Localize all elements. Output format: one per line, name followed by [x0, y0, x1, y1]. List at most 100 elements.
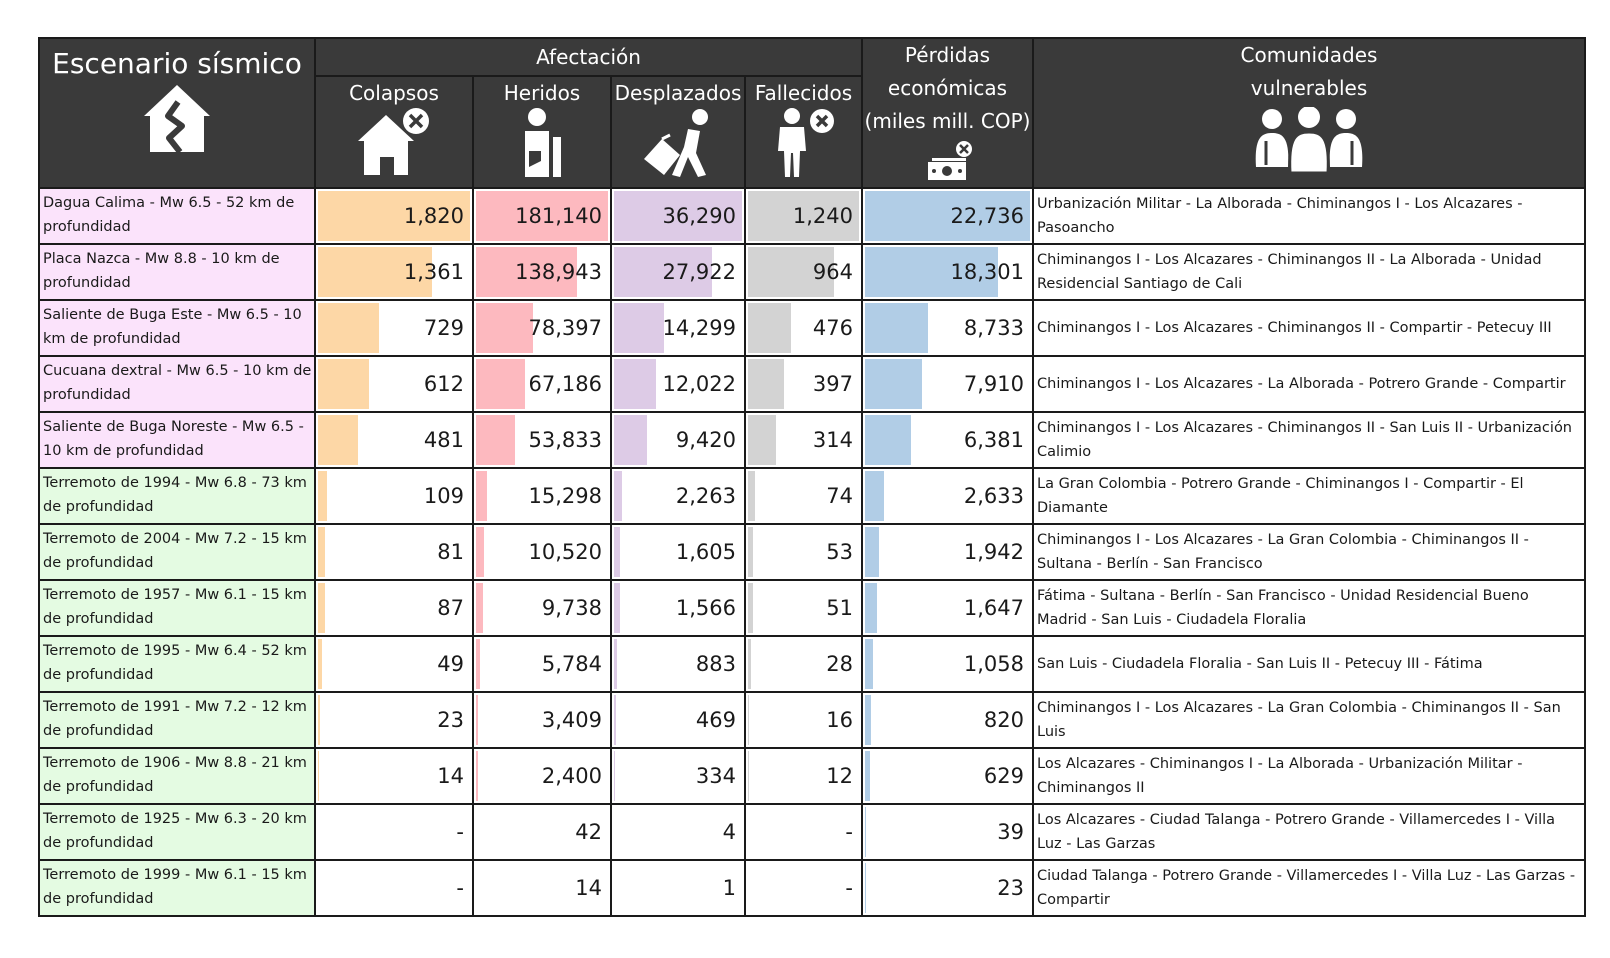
heridos-value: 53,833	[528, 428, 602, 452]
fallecidos-value: 51	[826, 596, 853, 620]
table-row: Cucuana dextral - Mw 6.5 - 10 km de prof…	[38, 355, 1586, 413]
colapsos-value: 14	[437, 764, 464, 788]
fallecidos-cell: 53	[744, 523, 863, 581]
desplazados-cell: 36,290	[610, 187, 746, 245]
fallecidos-value: 314	[812, 428, 853, 452]
desplazados-value: 36,290	[662, 204, 736, 228]
scenario-name: Cucuana dextral - Mw 6.5 - 10 km de prof…	[38, 355, 316, 413]
desplazados-cell: 2,263	[610, 467, 746, 525]
fallecidos-cell: 397	[744, 355, 863, 413]
perdidas-bar	[865, 695, 871, 745]
perdidas-bar	[865, 527, 880, 577]
perdidas-cell: 6,381	[861, 411, 1034, 469]
fallecidos-bar	[748, 191, 859, 241]
losses-header-line-3: (miles mill. COP)	[864, 109, 1031, 133]
fallecidos-header-label: Fallecidos	[754, 81, 853, 105]
perdidas-cell: 39	[861, 803, 1034, 861]
heridos-value: 78,397	[528, 316, 602, 340]
desplazados-bar	[614, 583, 620, 633]
desplazados-cell: 9,420	[610, 411, 746, 469]
desplazados-bar	[614, 191, 742, 241]
perdidas-value: 1,942	[963, 540, 1024, 564]
heridos-cell: 3,409	[472, 691, 612, 749]
scenario-name: Terremoto de 1999 - Mw 6.1 - 15 km de pr…	[38, 859, 316, 917]
desplazados-value: 4	[722, 820, 736, 844]
desplazados-header: Desplazados	[610, 75, 746, 189]
fallecidos-value: -	[845, 820, 853, 844]
heridos-bar	[476, 751, 478, 801]
colapsos-header: Colapsos	[314, 75, 474, 189]
scenario-name: Dagua Calima - Mw 6.5 - 52 km de profund…	[38, 187, 316, 245]
colapsos-cell: 481	[314, 411, 474, 469]
scenario-name: Terremoto de 1991 - Mw 7.2 - 12 km de pr…	[38, 691, 316, 749]
desplazados-value: 2,263	[675, 484, 736, 508]
desplazados-bar	[614, 695, 616, 745]
perdidas-bar	[865, 247, 998, 297]
desplazados-value: 12,022	[662, 372, 736, 396]
perdidas-cell: 1,647	[861, 579, 1034, 637]
heridos-value: 42	[575, 820, 602, 844]
communities-cell: Ciudad Talanga - Potrero Grande - Villam…	[1032, 859, 1586, 917]
table-row: Terremoto de 1991 - Mw 7.2 - 12 km de pr…	[38, 691, 1586, 749]
colapsos-value: 87	[437, 596, 464, 620]
heridos-bar	[476, 527, 484, 577]
colapsos-value: 49	[437, 652, 464, 676]
heridos-value: 67,186	[528, 372, 602, 396]
communities-cell: Chiminangos I - Los Alcazares - La Albor…	[1032, 355, 1586, 413]
fallecidos-bar	[748, 527, 753, 577]
communities-cell: Urbanización Militar - La Alborada - Chi…	[1032, 187, 1586, 245]
communities-cell: Fátima - Sultana - Berlín - San Francisc…	[1032, 579, 1586, 637]
losses-header-line-1: Pérdidas	[904, 43, 991, 67]
communities-cell: Chiminangos I - Los Alcazares - La Gran …	[1032, 523, 1586, 581]
colapsos-bar	[318, 191, 470, 241]
heridos-value: 3,409	[541, 708, 602, 732]
colapsos-cell: 23	[314, 691, 474, 749]
colapsos-value: -	[456, 876, 464, 900]
perdidas-value: 1,058	[963, 652, 1024, 676]
fallecidos-value: 397	[812, 372, 853, 396]
perdidas-bar	[865, 303, 929, 353]
colapsos-value: 23	[437, 708, 464, 732]
heridos-header-label: Heridos	[503, 81, 581, 105]
desplazados-cell: 469	[610, 691, 746, 749]
perdidas-cell: 7,910	[861, 355, 1034, 413]
fallecidos-bar	[748, 247, 835, 297]
fallecidos-cell: 314	[744, 411, 863, 469]
fallecidos-cell: 28	[744, 635, 863, 693]
fallecidos-cell: 51	[744, 579, 863, 637]
fallecidos-cell: 74	[744, 467, 863, 525]
communities-header-line-2: vulnerables	[1250, 76, 1368, 100]
heridos-bar	[476, 583, 484, 633]
losses-header-line-2: económicas	[887, 76, 1008, 100]
heridos-cell: 9,738	[472, 579, 612, 637]
desplazados-value: 883	[695, 652, 736, 676]
table-row: Placa Nazca - Mw 8.8 - 10 km de profundi…	[38, 243, 1586, 301]
fallecidos-value: 28	[826, 652, 853, 676]
communities-cell: Chiminangos I - Los Alcazares - Chiminan…	[1032, 411, 1586, 469]
colapsos-header-label: Colapsos	[349, 81, 439, 105]
fallecidos-bar	[748, 583, 753, 633]
desplazados-cell: 1,566	[610, 579, 746, 637]
heridos-value: 14	[575, 876, 602, 900]
desplazados-value: 14,299	[662, 316, 736, 340]
table-row: Terremoto de 1906 - Mw 8.8 - 21 km de pr…	[38, 747, 1586, 805]
colapsos-bar	[318, 303, 379, 353]
communities-cell: Los Alcazares - Chiminangos I - La Albor…	[1032, 747, 1586, 805]
colapsos-cell: 14	[314, 747, 474, 805]
fallecidos-cell: -	[744, 859, 863, 917]
fallecidos-cell: -	[744, 803, 863, 861]
perdidas-value: 39	[997, 820, 1024, 844]
fallecidos-bar	[748, 359, 784, 409]
colapsos-cell: 87	[314, 579, 474, 637]
heridos-bar	[476, 359, 525, 409]
colapsos-bar	[318, 527, 325, 577]
fallecidos-bar	[748, 471, 755, 521]
scenario-name: Saliente de Buga Noreste - Mw 6.5 - 10 k…	[38, 411, 316, 469]
perdidas-cell: 22,736	[861, 187, 1034, 245]
perdidas-bar	[865, 751, 870, 801]
heridos-bar	[476, 471, 488, 521]
perdidas-value: 820	[983, 708, 1024, 732]
house-collapse-icon	[358, 108, 429, 175]
colapsos-cell: -	[314, 803, 474, 861]
perdidas-value: 18,301	[950, 260, 1024, 284]
